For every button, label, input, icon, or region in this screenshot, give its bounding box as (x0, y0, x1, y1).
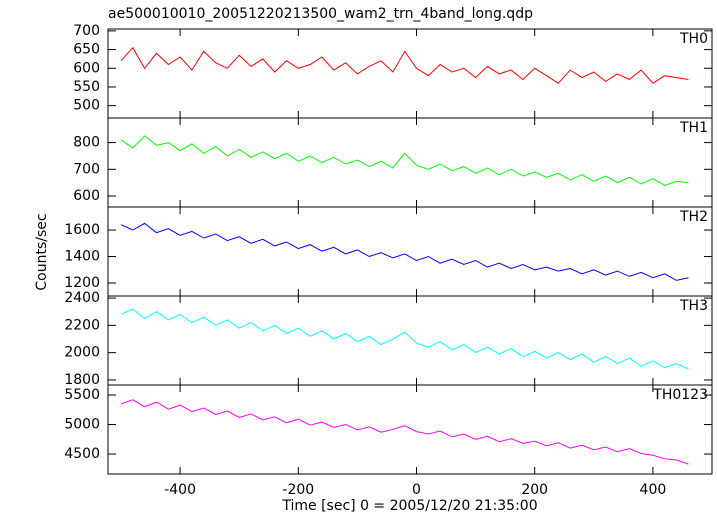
y-tick-label: 1200 (64, 275, 100, 291)
x-tick-label: 0 (412, 482, 421, 498)
series-label: TH1 (679, 120, 708, 136)
y-tick-label: 550 (73, 79, 100, 95)
x-tick-label: 400 (640, 482, 667, 498)
y-tick-label: 2200 (64, 317, 100, 333)
data-line (120, 135, 689, 186)
y-tick-label: 700 (73, 161, 100, 177)
panel-frame (107, 206, 713, 297)
data-line (120, 222, 689, 281)
panel-frame (107, 28, 713, 119)
y-tick-label: 600 (73, 188, 100, 204)
x-tick-label: -200 (282, 482, 314, 498)
y-tick-label: 650 (73, 42, 100, 58)
y-tick-label: 1400 (64, 249, 100, 265)
x-tick-label: 200 (521, 482, 548, 498)
y-tick-label: 1800 (64, 372, 100, 388)
y-tick-label: 5500 (64, 387, 100, 403)
series-label: TH0 (679, 31, 708, 47)
chart-title: ae500010010_20051220213500_wam2_trn_4ban… (108, 6, 533, 22)
series-label: TH0123 (652, 387, 708, 403)
data-line (120, 308, 689, 370)
y-tick-label: 600 (73, 60, 100, 76)
data-line (120, 399, 689, 465)
x-tick-label: -400 (164, 482, 196, 498)
y-axis-label: Counts/sec (34, 213, 50, 290)
y-tick-label: 1600 (64, 222, 100, 238)
y-tick-label: 700 (73, 23, 100, 39)
x-axis-label: Time [sec] 0 = 2005/12/20 21:35:00 (281, 498, 537, 514)
series-label: TH2 (679, 209, 708, 225)
y-tick-label: 500 (73, 98, 100, 114)
y-tick-label: 800 (73, 135, 100, 151)
panel-frame (107, 295, 713, 386)
y-tick-label: 4500 (64, 446, 100, 462)
panel-frame (107, 117, 713, 208)
data-line (120, 46, 689, 84)
y-tick-label: 2400 (64, 290, 100, 306)
y-tick-label: 5000 (64, 417, 100, 433)
y-tick-label: 2000 (64, 345, 100, 361)
series-label: TH3 (679, 298, 708, 314)
panel-frame (107, 384, 713, 475)
